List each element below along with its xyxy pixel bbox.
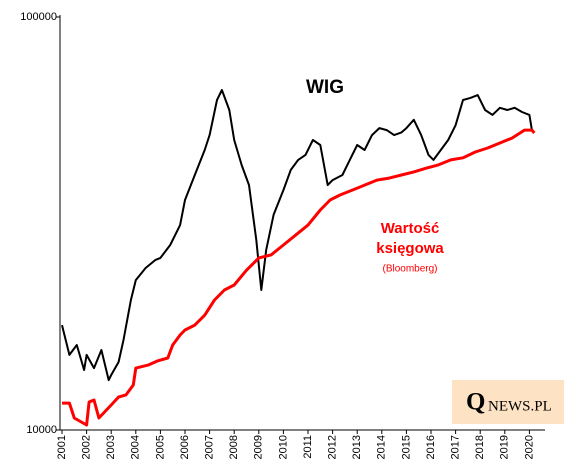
x-tick-label: 2016 <box>425 435 437 459</box>
annotation: księgowa <box>376 240 444 257</box>
x-tick-label: 2018 <box>474 435 486 459</box>
x-tick-label: 2010 <box>277 435 289 459</box>
wig-label: WIG <box>306 77 344 98</box>
x-tick-label: 2012 <box>327 435 339 459</box>
x-tick-label: 2019 <box>499 435 511 459</box>
y-tick-label: 10000 <box>26 424 57 436</box>
x-tick-label: 2020 <box>523 435 535 459</box>
x-tick-label: 2005 <box>154 435 166 459</box>
x-tick-label: 2014 <box>376 435 388 459</box>
x-tick-label: 2002 <box>81 435 93 459</box>
x-tick-label: 2017 <box>450 435 462 459</box>
x-tick-label: 2009 <box>253 435 265 459</box>
annotation: Wartość <box>381 220 440 237</box>
x-tick-label: 2013 <box>351 435 363 459</box>
x-tick-label: 2006 <box>179 435 191 459</box>
y-tick-label: 100000 <box>20 11 57 23</box>
x-tick-label: 2011 <box>302 435 314 459</box>
x-tick-label: 2015 <box>400 435 412 459</box>
x-tick-label: 2007 <box>204 435 216 459</box>
x-tick-label: 2008 <box>228 435 240 459</box>
annotation: (Bloomberg) <box>382 264 437 275</box>
x-tick-label: 2003 <box>105 435 117 459</box>
logo-box <box>452 380 564 424</box>
x-tick-label: 2004 <box>130 435 142 459</box>
series-line <box>62 128 536 427</box>
logo-text: NEWS.PL <box>488 398 552 414</box>
x-tick-label: 2001 <box>56 435 68 459</box>
logo-initial: Q <box>466 389 485 416</box>
series-line <box>61 89 533 382</box>
